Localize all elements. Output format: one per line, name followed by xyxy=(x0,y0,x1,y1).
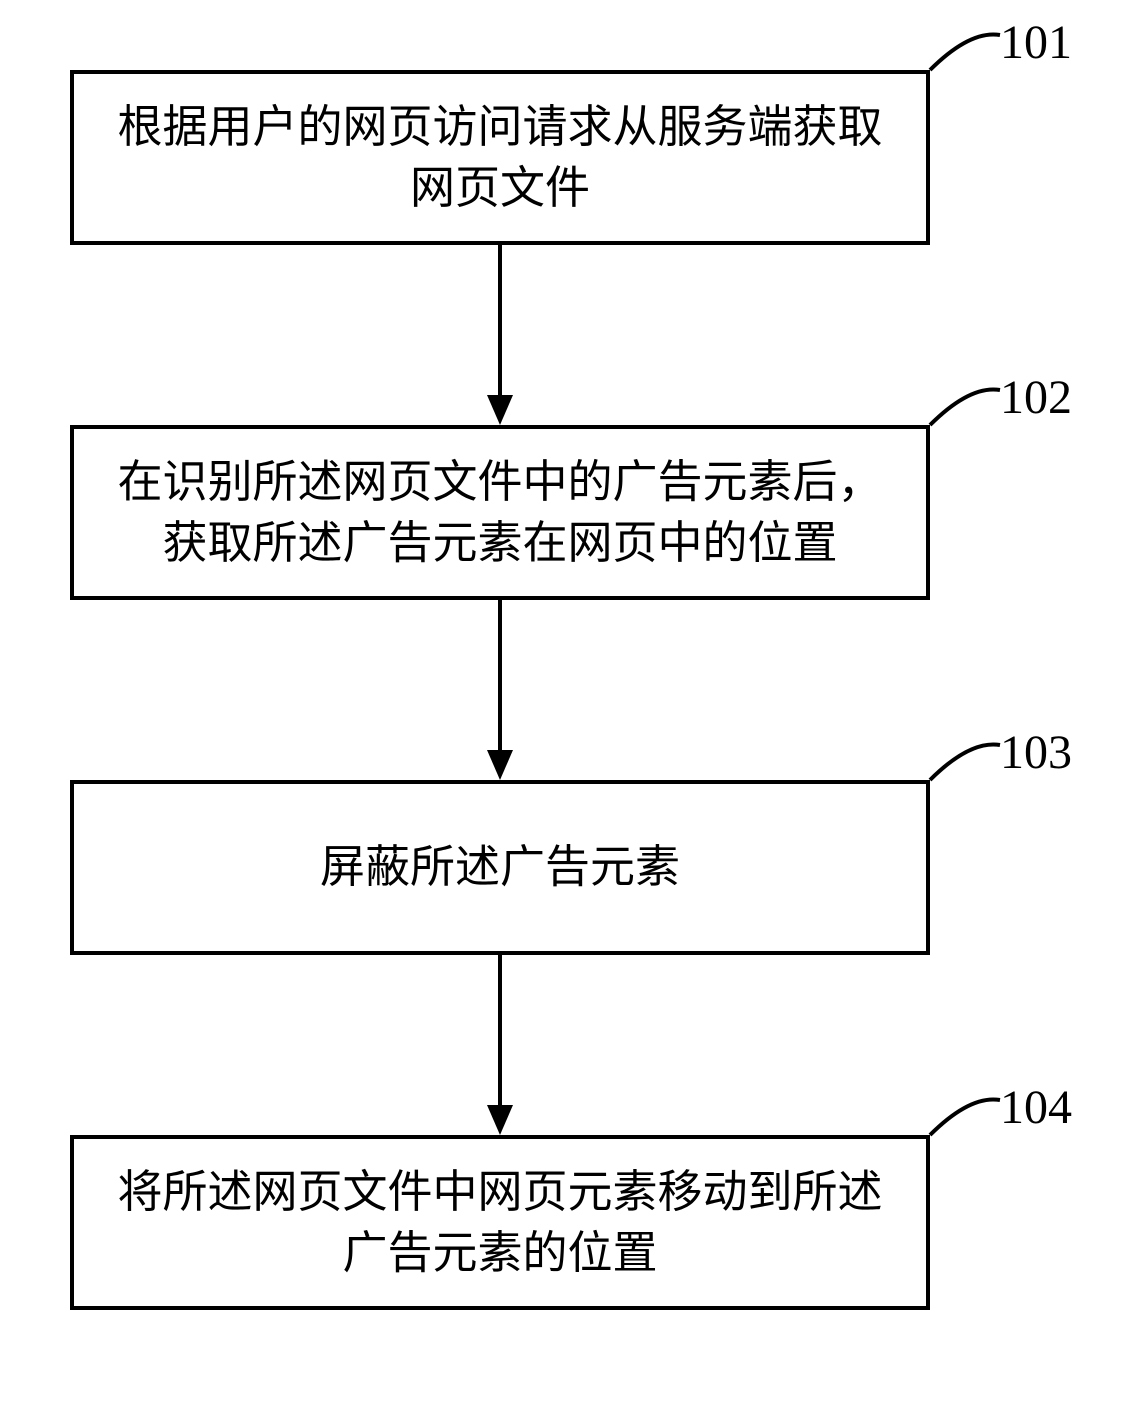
flowchart-node-text: 屏蔽所述广告元素 xyxy=(320,837,680,898)
arrow-103-104 xyxy=(487,955,513,1135)
step-label-101: 101 xyxy=(1000,15,1072,70)
arrow-102-103 xyxy=(487,600,513,780)
flowchart-node-text: 根据用户的网页访问请求从服务端获取 网页文件 xyxy=(117,97,882,219)
flowchart-node-103: 屏蔽所述广告元素 xyxy=(70,780,930,955)
leader-103 xyxy=(930,744,1000,780)
flowchart-node-102: 在识别所述网页文件中的广告元素后， 获取所述广告元素在网页中的位置 xyxy=(70,425,930,600)
flowchart-node-104: 将所述网页文件中网页元素移动到所述 广告元素的位置 xyxy=(70,1135,930,1310)
leader-102 xyxy=(930,389,1000,425)
leader-104 xyxy=(930,1099,1000,1135)
flowchart-node-101: 根据用户的网页访问请求从服务端获取 网页文件 xyxy=(70,70,930,245)
step-label-104: 104 xyxy=(1000,1080,1072,1135)
step-label-102: 102 xyxy=(1000,370,1072,425)
arrow-101-102 xyxy=(487,245,513,425)
flowchart-node-text: 在识别所述网页文件中的广告元素后， 获取所述广告元素在网页中的位置 xyxy=(117,452,882,574)
step-label-103: 103 xyxy=(1000,725,1072,780)
flowchart-canvas: 根据用户的网页访问请求从服务端获取 网页文件 在识别所述网页文件中的广告元素后，… xyxy=(0,0,1137,1419)
flowchart-node-text: 将所述网页文件中网页元素移动到所述 广告元素的位置 xyxy=(117,1162,882,1284)
leader-101 xyxy=(930,34,1000,70)
